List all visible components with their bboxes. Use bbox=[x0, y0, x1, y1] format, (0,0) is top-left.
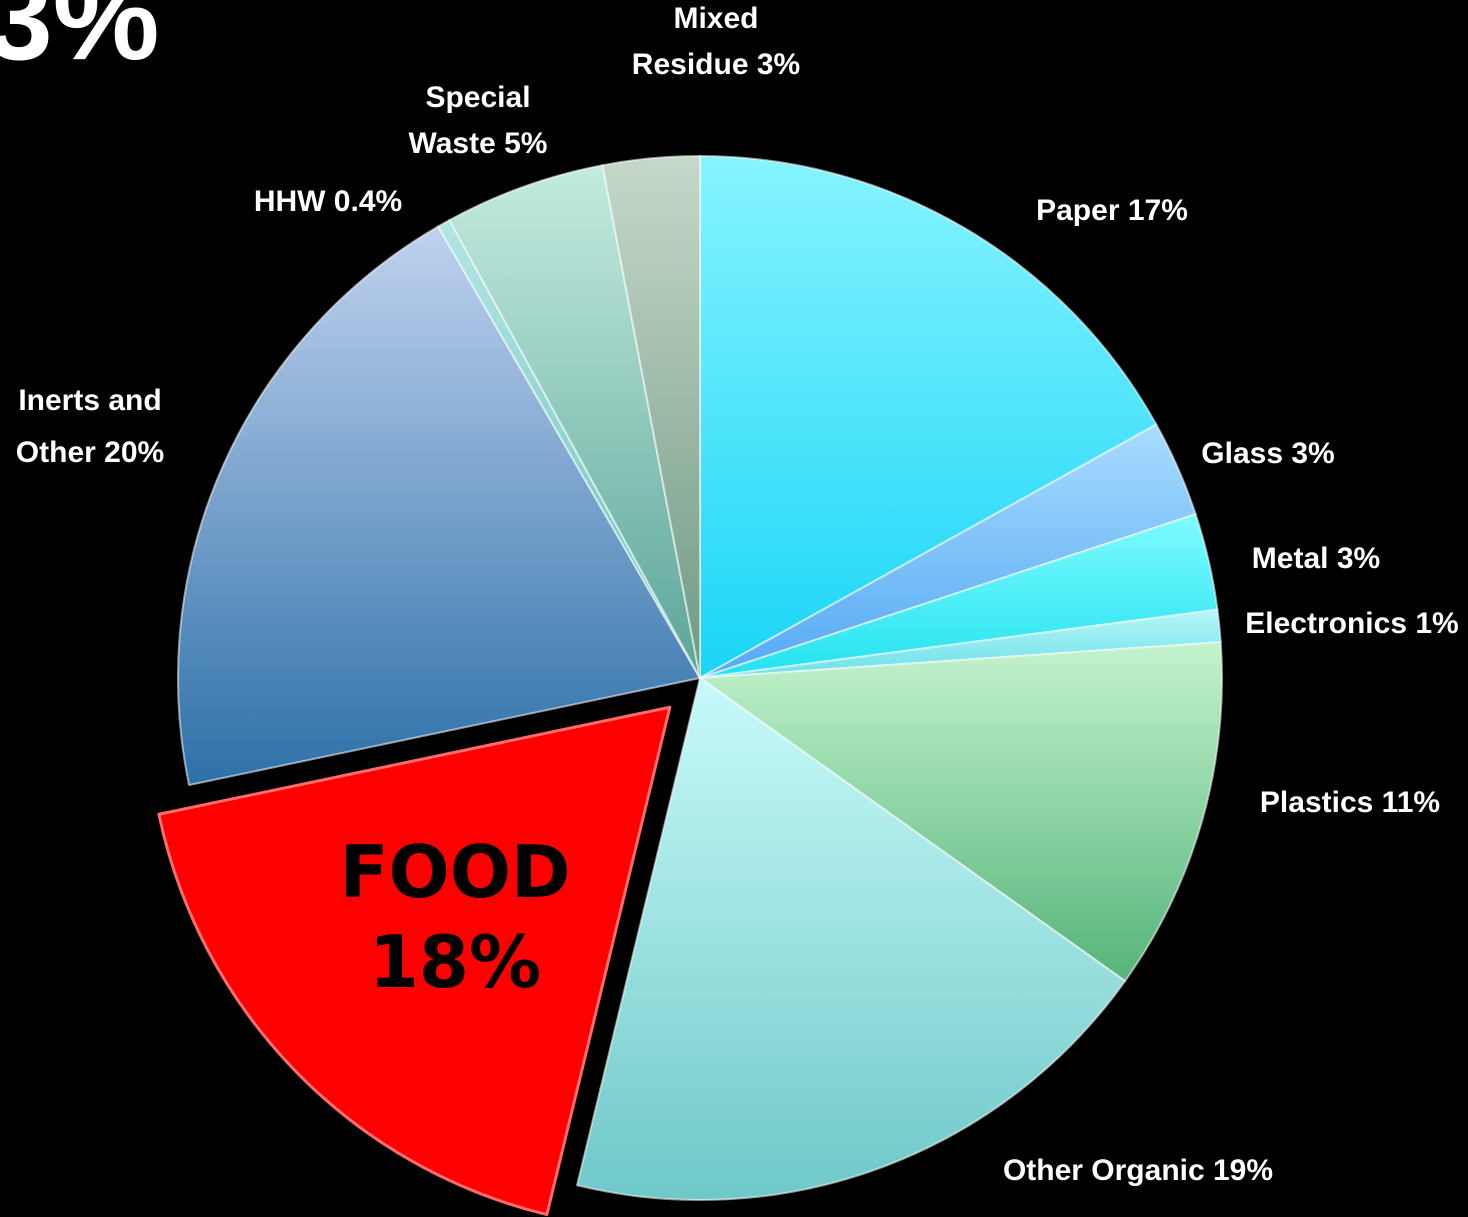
pie-label-food-18: FOOD 18% bbox=[339, 830, 570, 1004]
pie-slice-plastics-11 bbox=[699, 641, 1223, 983]
pie-label-paper-17: Paper 17% bbox=[1036, 194, 1188, 227]
pie-label-plastics-11: Plastics 11% bbox=[1260, 786, 1440, 819]
pie-label-special-waste-5: Special Waste 5% bbox=[409, 81, 548, 160]
pie-label-metal-3: Metal 3% bbox=[1252, 542, 1380, 575]
pie-slice-other-organic-19 bbox=[576, 677, 1126, 1201]
pie-slice-inerts-and-other-20 bbox=[177, 225, 701, 787]
corner-percent-text: 3% bbox=[0, 0, 160, 85]
pie-label-glass-3: Glass 3% bbox=[1201, 437, 1334, 470]
pie-label-hhw-0-4: HHW 0.4% bbox=[254, 185, 402, 218]
pie-label-inerts-and-other-20: Inerts and Other 20% bbox=[16, 384, 164, 469]
pie-labels: Paper 17% Glass 3% Metal 3% Electronics 1% P… bbox=[16, 2, 1459, 1187]
pie-slice-food-18 bbox=[157, 705, 672, 1217]
pie-slice-special-waste-5 bbox=[448, 164, 701, 679]
pie-slices bbox=[157, 155, 1223, 1217]
pie-label-electronics-1: Electronics 1% bbox=[1245, 607, 1458, 640]
pie-label-other-organic-19: Other Organic 19% bbox=[1003, 1154, 1273, 1187]
pie-slice-mixed-residue-3 bbox=[601, 155, 701, 679]
pie-slice-paper-17 bbox=[699, 155, 1158, 679]
pie-label-mixed-residue-3: Mixed Residue 3% bbox=[632, 2, 800, 81]
